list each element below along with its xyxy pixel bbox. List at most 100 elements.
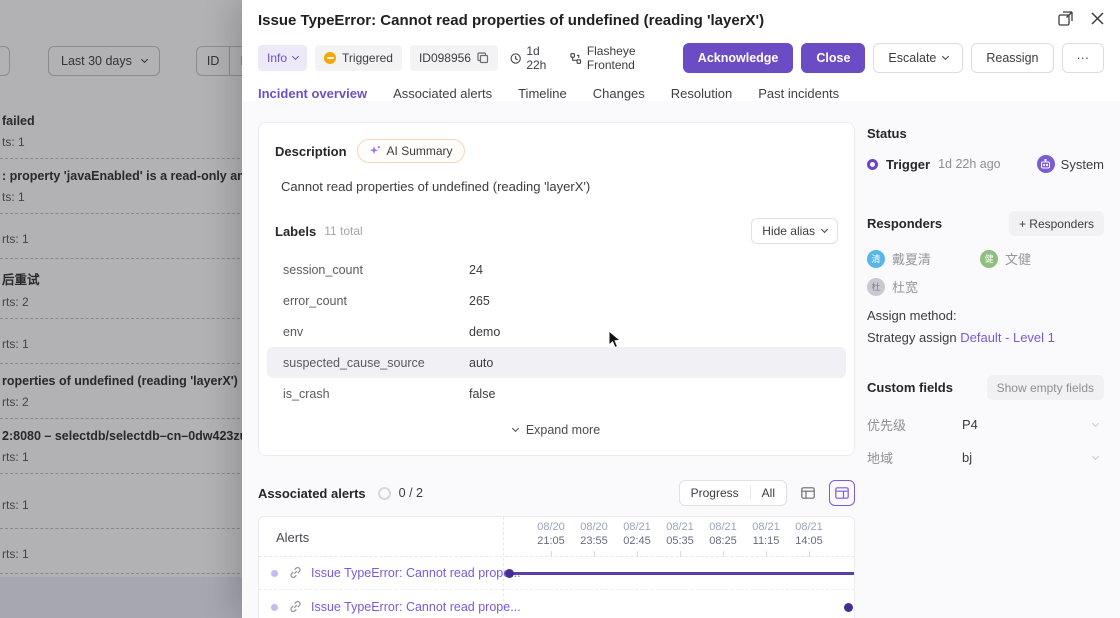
tab-associated-alerts[interactable]: Associated alerts — [393, 86, 493, 101]
labels-table: session_count 24 error_count 265 env dem… — [267, 254, 846, 409]
axis-tick — [594, 551, 595, 557]
avatar: 清 — [867, 249, 885, 268]
incident-title: Issue TypeError: Cannot read properties … — [258, 12, 765, 29]
status-actor: System — [1036, 155, 1104, 173]
label-row[interactable]: is_crash false — [283, 386, 496, 401]
avatar: 健 — [980, 249, 999, 268]
severity-dropdown[interactable]: Info — [258, 45, 308, 71]
hide-alias-button[interactable]: Hide alias — [751, 218, 838, 244]
strategy-link[interactable]: Default - Level 1 — [960, 330, 1055, 345]
alert-bullet-icon — [271, 604, 278, 611]
axis-tick — [723, 551, 724, 557]
segment-divider — [749, 486, 751, 500]
ai-summary-button[interactable]: AI Summary — [356, 139, 465, 163]
add-responders-button[interactable]: + Responders — [1008, 211, 1104, 236]
incident-id-badge: ID098956 — [409, 45, 498, 71]
timeline-tick-label: 08/21 05:35 — [666, 521, 694, 547]
label-row[interactable]: session_count 24 — [283, 262, 483, 277]
progress-filter-button[interactable]: Progress — [690, 486, 739, 500]
service-tree-icon — [570, 52, 582, 64]
axis-tick — [809, 551, 810, 557]
sparkle-icon — [369, 146, 380, 155]
progress-ring-icon — [377, 486, 391, 500]
description-heading: Description — [275, 143, 347, 159]
axis-tick — [551, 551, 552, 557]
status-badge: Triggered — [315, 45, 402, 71]
alert-event-dot — [844, 603, 853, 612]
expand-more-button[interactable]: Expand more — [275, 417, 838, 443]
alerts-table-header: Alerts 08/20 21:05 08/20 23:55 08/21 02:45 … — [259, 517, 854, 557]
close-button[interactable]: Close — [801, 43, 866, 73]
tab-past-incidents[interactable]: Past incidents — [758, 86, 840, 101]
close-icon[interactable] — [1088, 9, 1106, 27]
axis-tick — [637, 551, 638, 557]
label-row-highlighted[interactable]: suspected_cause_source auto — [267, 347, 846, 378]
status-heading: Status — [867, 126, 907, 141]
service-meta: Flasheye Frontend — [570, 44, 674, 72]
axis-tick — [766, 551, 767, 557]
more-actions-button[interactable]: ··· — [1061, 43, 1104, 73]
action-buttons: Acknowledge Close Escalate Reassign ··· — [682, 43, 1104, 73]
reassign-button[interactable]: Reassign — [971, 43, 1054, 73]
alerts-column-header: Alerts — [276, 530, 310, 545]
triggered-dot-icon — [324, 52, 337, 64]
alert-row: Issue TypeError: Cannot read prope... — [259, 591, 854, 618]
list-item[interactable]: rts: 1 — [0, 474, 260, 529]
responder-chip: 健 文健 — [980, 249, 1085, 268]
clock-icon — [510, 52, 521, 64]
timeline-tick-label: 08/21 02:45 — [623, 521, 651, 547]
alert-start-dot — [505, 569, 514, 578]
timeline-view-button[interactable] — [829, 480, 855, 506]
tab-changes[interactable]: Changes — [592, 86, 645, 101]
responder-chip: 清 戴夏清 — [867, 249, 972, 268]
tab-timeline[interactable]: Timeline — [518, 86, 567, 101]
assign-strategy: Strategy assign Default - Level 1 — [867, 330, 1055, 345]
column-separator — [503, 517, 504, 618]
timeline-tick-label: 08/20 23:55 — [580, 521, 608, 547]
robot-icon — [1041, 158, 1051, 168]
all-filter-button[interactable]: All — [761, 486, 775, 500]
alert-link[interactable]: Issue TypeError: Cannot read prope... — [311, 566, 521, 580]
timeline-tick-label: 08/21 14:05 — [795, 521, 823, 547]
link-icon — [289, 600, 302, 618]
alert-row: Issue TypeError: Cannot read prope... — [259, 557, 854, 590]
tab-resolution[interactable]: Resolution — [670, 86, 733, 101]
list-item[interactable]: rts: 1 — [0, 529, 260, 574]
responders-header: Responders + Responders — [867, 211, 1104, 236]
id-prefix-label: ID — [195, 46, 231, 76]
trigger-status-icon — [867, 158, 878, 170]
chevron-down-icon[interactable] — [1091, 452, 1100, 460]
list-item[interactable]: 后重试 rts: 2 — [0, 259, 260, 319]
incident-sidebar: Status Trigger 1d 22h ago Syst — [867, 122, 1104, 618]
axis-tick — [680, 551, 681, 557]
list-item[interactable]: rts: 1 — [0, 319, 260, 364]
chevron-down-icon[interactable] — [1091, 419, 1100, 427]
show-empty-fields-button[interactable]: Show empty fields — [986, 375, 1104, 400]
label-row[interactable]: env demo — [283, 324, 501, 339]
custom-field-row: 优先级 P4 — [867, 408, 1104, 441]
associated-alerts-table: Alerts 08/20 21:05 08/20 23:55 08/21 02:45 … — [258, 516, 855, 618]
acknowledge-button[interactable]: Acknowledge — [682, 43, 794, 73]
custom-fields-header: Custom fields Show empty fields — [867, 375, 1104, 400]
badge-row: Info Triggered ID098956 — [258, 43, 1104, 73]
alert-link[interactable]: Issue TypeError: Cannot read prope... — [311, 600, 521, 614]
label-row[interactable]: error_count 265 — [283, 293, 490, 308]
timeline-tick-label: 08/20 21:05 — [537, 521, 565, 547]
expand-icon[interactable] — [1056, 9, 1074, 27]
copy-icon[interactable] — [477, 52, 489, 64]
date-range-dropdown[interactable]: Last 30 days — [48, 46, 160, 76]
chevron-down-icon — [820, 225, 829, 234]
system-avatar — [1036, 155, 1055, 173]
escalate-button[interactable]: Escalate — [873, 43, 964, 73]
list-view-button[interactable] — [795, 480, 821, 506]
custom-fields-heading: Custom fields — [867, 380, 953, 395]
partial-button[interactable] — [0, 46, 10, 76]
chevron-down-icon — [291, 52, 300, 61]
alerts-filter-segment: Progress All — [678, 480, 787, 506]
list-item[interactable]: roperties of undefined (reading 'layerX'… — [0, 364, 260, 419]
list-item[interactable]: rts: 1 — [0, 214, 260, 259]
list-item[interactable]: 2:8080 – selectdb/selectdb–cn–0dw423zug0… — [0, 419, 260, 474]
list-item[interactable]: : property 'javaEnabled' is a read-only … — [0, 159, 260, 214]
list-item[interactable]: failed ts: 1 — [0, 104, 260, 159]
